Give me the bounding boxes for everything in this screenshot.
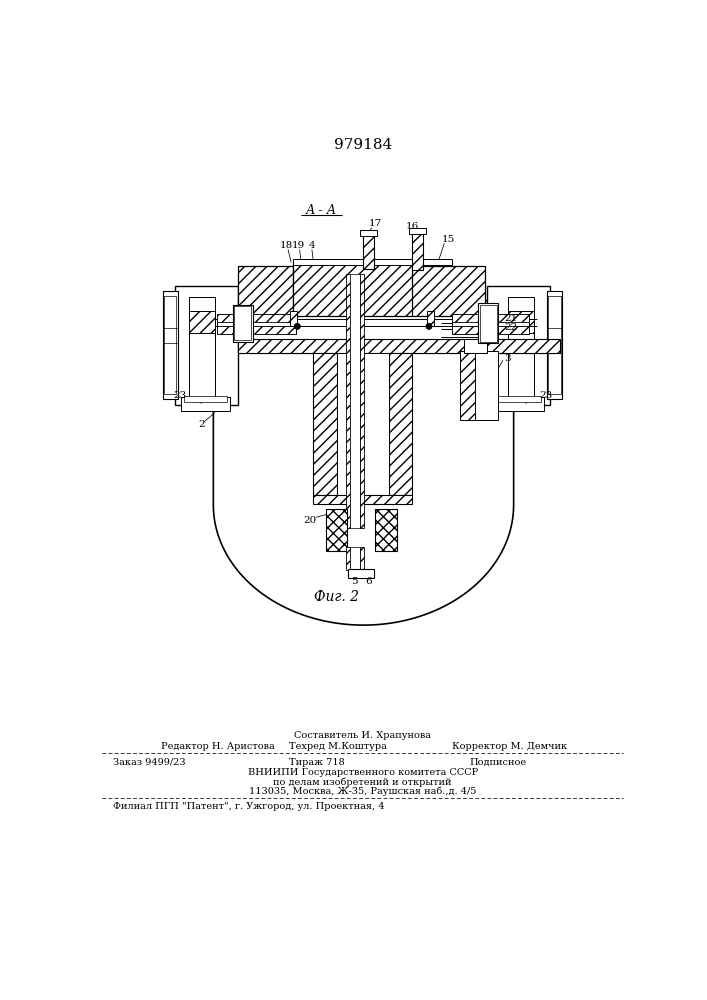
Bar [337, 353, 389, 495]
Bar [460, 351, 475, 420]
Bar [234, 306, 251, 340]
Text: ВНИИПИ Государственного комитета СССР: ВНИИПИ Государственного комитета СССР [247, 768, 478, 777]
Bar [175, 286, 238, 405]
Text: 22: 22 [504, 323, 518, 332]
Text: Фиг. 2: Фиг. 2 [314, 590, 359, 604]
Bar [346, 547, 351, 570]
Text: 17: 17 [368, 219, 382, 228]
Text: Филиал ПГП "Патент", г. Ужгород, ул. Проектная, 4: Филиал ПГП "Патент", г. Ужгород, ул. Про… [113, 802, 385, 811]
Text: 19: 19 [291, 241, 305, 250]
Bar [363, 234, 374, 269]
Bar [547, 291, 562, 399]
Circle shape [294, 323, 300, 329]
Circle shape [426, 323, 432, 329]
Bar [326, 509, 347, 551]
Text: 20: 20 [303, 516, 316, 525]
Text: Подписное: Подписное [469, 758, 527, 767]
Bar [478, 303, 498, 343]
Bar [475, 351, 498, 420]
Bar [351, 274, 360, 528]
Text: 5: 5 [351, 578, 358, 586]
Bar [549, 296, 561, 394]
Bar [163, 291, 178, 399]
Bar [313, 495, 412, 504]
Bar [233, 305, 252, 342]
Bar [498, 396, 541, 402]
Text: 16: 16 [405, 222, 419, 231]
Bar [348, 569, 374, 578]
Text: 21: 21 [504, 314, 518, 323]
Text: Техред М.Коштура: Техред М.Коштура [288, 742, 387, 751]
Bar [346, 274, 351, 528]
Text: 15: 15 [442, 235, 455, 244]
Text: Тираж 718: Тираж 718 [289, 758, 345, 767]
Bar [412, 266, 485, 316]
Bar [238, 339, 560, 353]
Text: Редактор Н. Аристова: Редактор Н. Аристова [161, 742, 275, 751]
Bar [452, 326, 529, 334]
Text: 23: 23 [539, 391, 552, 400]
Bar [508, 297, 534, 397]
Bar [313, 353, 337, 495]
Text: Корректор М. Демчик: Корректор М. Демчик [452, 742, 567, 751]
Bar [428, 311, 433, 326]
Bar [164, 296, 176, 394]
Bar [360, 547, 364, 570]
Bar [189, 297, 215, 397]
Bar [293, 262, 413, 316]
Bar [480, 305, 497, 342]
Text: 23: 23 [173, 391, 187, 400]
Bar [217, 314, 296, 334]
Text: 6: 6 [366, 578, 372, 586]
Bar [452, 314, 529, 334]
Bar [452, 314, 529, 322]
Text: 4: 4 [308, 241, 315, 250]
Bar [494, 397, 544, 411]
Text: по делам изобретений и открытий: по делам изобретений и открытий [274, 777, 452, 787]
Bar [360, 274, 364, 528]
Bar [389, 353, 412, 495]
Bar [508, 311, 534, 333]
Text: 2: 2 [199, 420, 205, 429]
Bar [412, 232, 423, 270]
Bar [375, 509, 397, 551]
Bar [189, 311, 215, 333]
Text: 18: 18 [280, 241, 293, 250]
Text: 3: 3 [504, 354, 511, 363]
Text: 113035, Москва, Ж-35, Раушская наб.,д. 4/5: 113035, Москва, Ж-35, Раушская наб.,д. 4… [249, 787, 477, 796]
Bar [351, 547, 360, 570]
Bar [291, 311, 296, 326]
Bar [293, 259, 413, 265]
Text: 979184: 979184 [334, 138, 392, 152]
Bar [361, 230, 378, 236]
Bar [217, 326, 296, 334]
Bar [409, 228, 426, 234]
Text: Составитель И. Храпунова: Составитель И. Храпунова [294, 732, 431, 740]
Bar [217, 314, 296, 322]
Text: Заказ 9499/23: Заказ 9499/23 [113, 758, 186, 767]
Bar [486, 286, 550, 405]
Bar [184, 396, 227, 402]
Bar [412, 259, 452, 265]
Text: А - А: А - А [305, 204, 337, 217]
Bar [464, 339, 487, 353]
Bar [181, 397, 230, 411]
Bar [238, 266, 293, 316]
Polygon shape [214, 301, 514, 625]
